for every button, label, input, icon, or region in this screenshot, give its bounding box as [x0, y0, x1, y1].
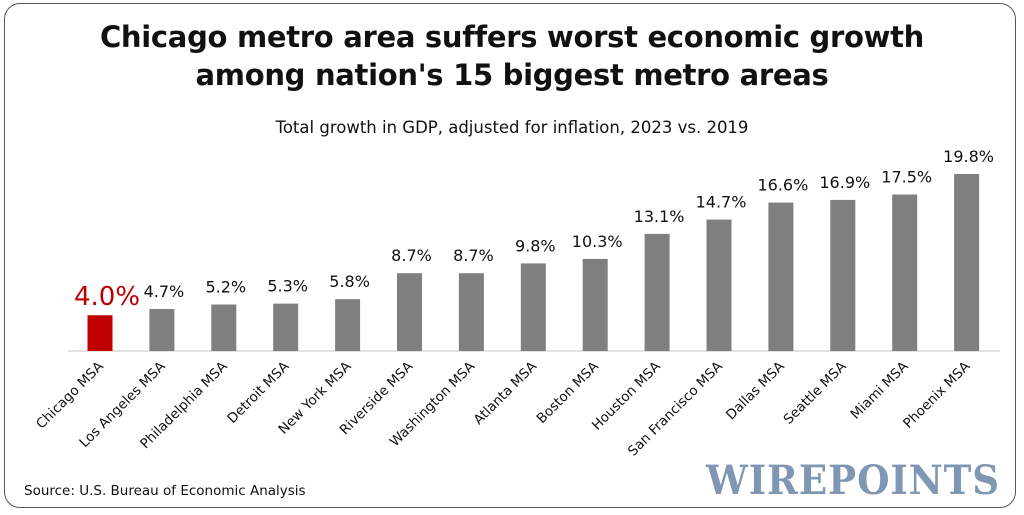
bar [768, 202, 794, 351]
x-tick-label: Phoenix MSA [900, 358, 974, 432]
bar [520, 263, 546, 351]
data-label: 17.5% [881, 168, 932, 187]
data-label: 5.2% [205, 278, 246, 297]
bar [830, 199, 856, 351]
source-note: Source: U.S. Bureau of Economic Analysis [24, 483, 306, 499]
data-label: 5.8% [329, 272, 370, 291]
x-tick-label: Atlanta MSA [471, 358, 541, 428]
title-line-1: Chicago metro area suffers worst economi… [99, 20, 925, 54]
bar [582, 258, 608, 351]
bar [397, 273, 422, 351]
data-label: 14.7% [696, 193, 747, 212]
bar [458, 273, 484, 351]
x-tick-label: Seattle MSA [780, 358, 850, 428]
wirepoints-logo: WIREPOINTS [706, 457, 1001, 504]
data-label: 8.7% [453, 246, 494, 265]
data-label: 4.0% [74, 282, 140, 312]
bar [87, 315, 113, 351]
bar [644, 233, 670, 351]
data-label: 16.9% [819, 173, 870, 192]
bar [892, 194, 918, 351]
title-line-2: among nation's 15 biggest metro areas [195, 58, 829, 92]
x-tick-label: Dallas MSA [723, 358, 788, 423]
chart-title: Chicago metro area suffers worst economi… [0, 18, 1024, 94]
chart-subtitle: Total growth in GDP, adjusted for inflat… [275, 118, 749, 137]
chart-frame [4, 3, 1016, 508]
x-tick-label: Detroit MSA [224, 358, 293, 427]
bar [706, 219, 732, 351]
bar [273, 303, 299, 351]
data-label: 13.1% [634, 207, 685, 226]
data-label: 5.3% [267, 277, 308, 296]
data-label: 4.7% [144, 282, 185, 301]
data-label: 19.8% [943, 147, 994, 166]
x-tick-label: Miami MSA [847, 358, 912, 423]
x-tick-label: Boston MSA [534, 358, 603, 427]
bar [335, 299, 361, 351]
bar [211, 304, 237, 351]
data-label: 8.7% [391, 246, 432, 265]
data-label: 9.8% [515, 236, 556, 255]
data-label: 16.6% [757, 176, 808, 195]
data-label: 10.3% [572, 232, 623, 251]
bar [954, 173, 980, 351]
bar [149, 308, 175, 351]
